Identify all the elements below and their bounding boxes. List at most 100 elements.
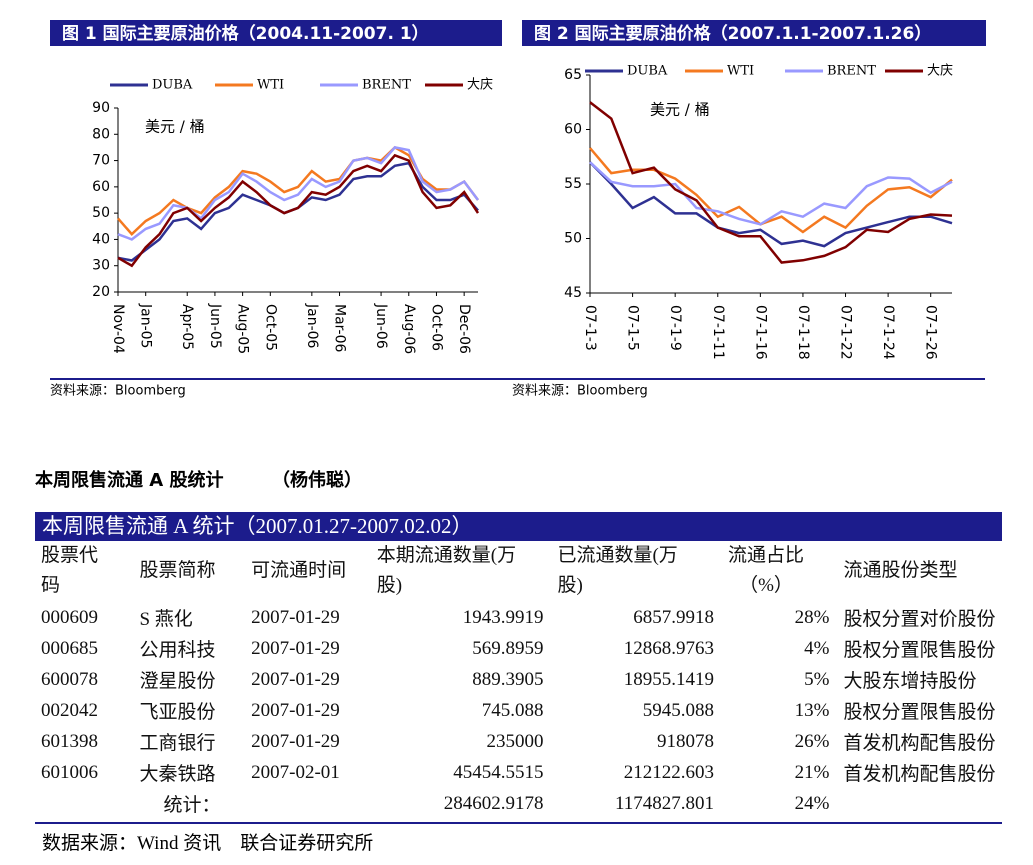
table-title-bar [35,512,1002,541]
table-cell: 26% [794,730,830,752]
y-tick-label: 60 [564,122,582,138]
table-cell: 889.3905 [472,668,544,690]
table-cell: 235000 [486,730,544,752]
x-tick-label: 07-1-24 [880,305,896,360]
header-cell: 流通占比（%） [722,540,838,602]
legend-label: DUBA [152,78,193,93]
table-cell: 2007-01-29 [251,637,340,659]
table-row: 601398 工商银行 2007-01-29 235000 918078 26% 首发机构配… [35,726,1033,757]
y-tick-label: 20 [92,284,110,300]
table-cell: 澄星股份 [139,671,216,692]
series-line [117,146,479,241]
legend-label: BRENT [827,64,876,79]
y-tick-label: 70 [92,153,110,169]
x-tick-label: Oct-05 [262,304,278,351]
table-title: 本周限售流通 A 统计（2007.01.27-2007.02.02） [42,514,473,538]
series-line [589,101,953,264]
section-heading: 本周限售流通 A 股统计 [35,470,224,491]
table-cell: 股权分置对价股份 [843,609,996,630]
table-cell: 首发机构配售股份 [843,733,996,754]
table-cell: 918078 [656,730,714,752]
x-tick-label: 07-1-16 [752,305,768,360]
legend-label: 大庆 [927,64,953,79]
header-cell: 流通股份类型 [838,540,1033,602]
header-text: 股票代码 [41,545,99,596]
table-cell: 大股东增持股份 [843,671,977,692]
table-cell: 大秦铁路 [139,764,216,785]
table-cell: 股权分置限售股份 [843,640,996,661]
header-cell: 股票简称 [133,540,245,602]
table-cell: 000609 [41,606,98,628]
table-cell: 12868.9763 [623,637,714,659]
x-tick-label: Jan-05 [138,303,154,348]
table-cell: 2007-01-29 [251,699,340,721]
table-cell: 212122.603 [623,761,714,783]
x-tick-label: 07-1-22 [838,305,854,360]
header-cell: 可流通时间 [245,540,371,602]
legend-label: WTI [257,78,284,93]
y-tick-label: 60 [92,179,110,195]
x-tick-label: Oct-06 [428,304,444,351]
table-cell: 18955.1419 [623,668,714,690]
y-tick-label: 55 [564,176,582,192]
header-text: 流通股份类型 [843,560,958,581]
table-row: 000685 公用科技 2007-01-29 569.8959 12868.9763 4%… [35,633,1033,664]
y-tick-label: 30 [92,258,110,274]
table-cell: 1943.9919 [462,606,544,628]
table-cell: 4% [804,637,830,659]
table-cell: 28% [794,606,830,628]
table-cell: 工商银行 [139,733,216,754]
table-row: 600078 澄星股份 2007-01-29 889.3905 18955.1419 5%… [35,664,1033,695]
y-tick-label: 50 [564,231,582,247]
table-cell [35,788,133,819]
header-cell: 已流通数量(万股) [551,540,722,602]
table-cell: 飞亚股份 [139,702,216,723]
table-cell: 5% [804,668,830,690]
table-cell: 5945.088 [642,699,714,721]
x-tick-label: Jan-06 [304,303,320,349]
x-tick-label: Aug-05 [235,304,251,354]
table-cell: 002042 [41,699,98,721]
y-tick-label: 80 [92,126,110,142]
table-cell: 000685 [41,637,98,659]
total-value: 284602.9178 [443,792,544,814]
series-line [589,161,953,226]
table: 股票代码 股票简称 可流通时间 本期流通数量(万股) 已流通数量(万股) 流通占比（%） 流… [35,540,1033,819]
charts: 图 1 国际主要原油价格（2004.11-2007. 1） 20 30 40 50 60 7… [50,20,986,399]
header-text: 股票简称 [139,560,216,581]
table-cell: 745.088 [481,699,544,721]
table-cell: 600078 [41,668,98,690]
header-text: 已流通数量(万股) [557,545,678,596]
x-tick-label: 07-1-3 [582,305,598,351]
x-tick-label: Jun-05 [207,303,223,349]
x-tick-label: 07-1-18 [795,305,811,360]
x-tick-label: Dec-06 [456,304,472,354]
y-tick-label: 90 [92,100,110,116]
table-cell: 2007-02-01 [251,761,340,783]
x-tick-label: 07-1-9 [667,305,683,351]
title-bar [50,20,502,46]
source: 资料来源：Bloomberg [50,384,186,399]
unit-label: 美元 / 桶 [145,118,205,136]
total-value: 24% [794,792,830,814]
x-tick-label: 07-1-5 [625,305,641,351]
table-cell: S 燕化 [139,609,193,630]
header-cell: 股票代码 [35,540,133,602]
header-text: 流通占比（%） [727,545,804,596]
unit-label: 美元 / 桶 [650,101,710,119]
x-tick-label: Jun-06 [373,303,389,349]
table-cell: 21% [794,761,830,783]
table-cell: 2007-01-29 [251,730,340,752]
legend-label: WTI [727,64,754,79]
table-cell: 公用科技 [139,640,216,661]
table-cell: 601398 [41,730,98,752]
table-row: 000609 S 燕化 2007-01-29 1943.9919 6857.9918 28… [35,602,1033,633]
author: （杨伟聪） [272,470,362,491]
table-cell: 股权分置限售股份 [843,702,996,723]
total-row: 统计： 284602.9178 1174827.801 24% [35,788,1033,819]
total-label: 统计： [163,795,221,816]
table-cell: 569.8959 [472,637,544,659]
y-tick-label: 65 [564,67,582,83]
table-cell: 6857.9918 [633,606,714,628]
